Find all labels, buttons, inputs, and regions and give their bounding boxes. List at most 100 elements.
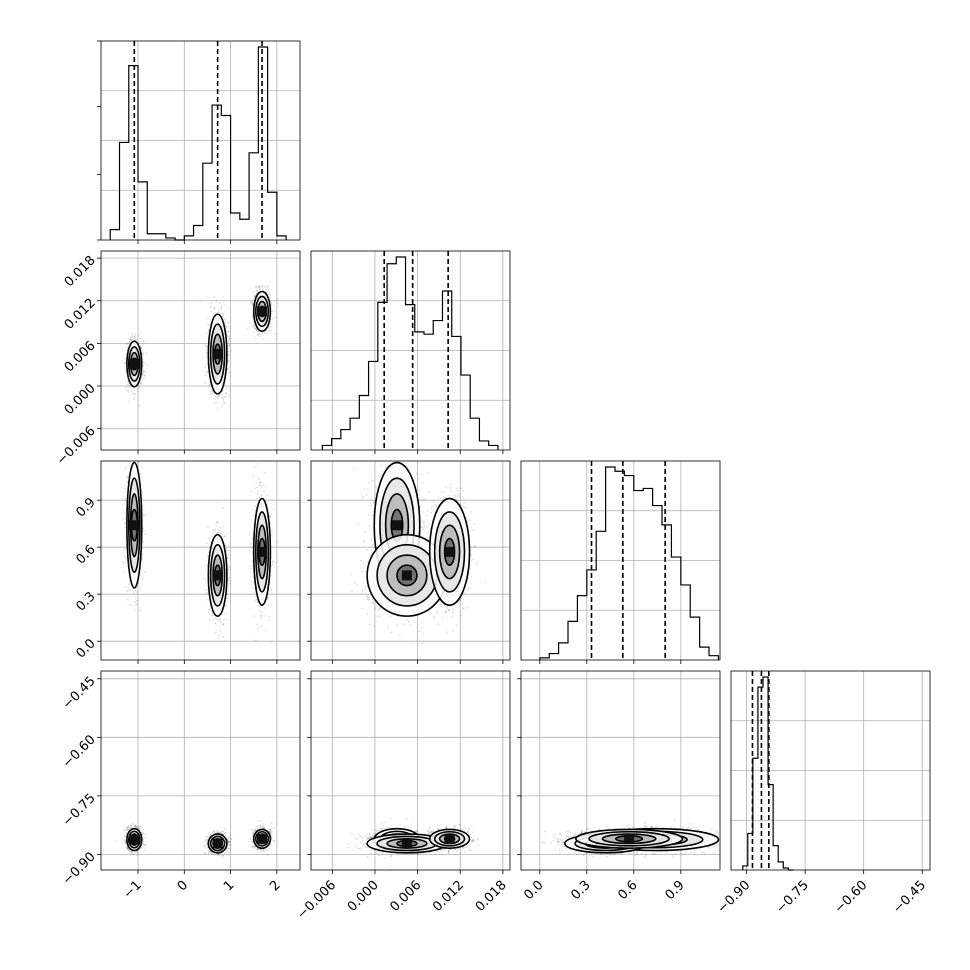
sample-point — [141, 577, 144, 580]
sample-point — [211, 390, 214, 393]
sample-point — [145, 363, 148, 366]
sample-point — [224, 544, 227, 546]
sample-point — [221, 312, 224, 315]
sample-point — [266, 598, 269, 601]
sample-point — [258, 606, 261, 609]
sample-point — [217, 394, 220, 397]
histogram-0 — [109, 46, 287, 241]
sample-point — [269, 323, 272, 326]
panel-2-0 — [97, 458, 301, 664]
sample-point — [123, 522, 126, 524]
sample-point — [253, 330, 256, 333]
sample-point — [254, 639, 257, 642]
sample-point — [124, 526, 127, 529]
sample-point — [228, 338, 231, 341]
sample-point — [206, 332, 209, 335]
sample-point — [129, 458, 131, 460]
sample-point — [270, 326, 273, 328]
sample-point — [214, 631, 217, 634]
sample-point — [219, 618, 222, 621]
sample-point — [218, 311, 221, 314]
sample-point — [269, 329, 271, 332]
sample-point — [276, 297, 279, 300]
sample-point — [256, 476, 259, 479]
sample-point — [268, 616, 271, 618]
sample-point — [141, 354, 144, 356]
sample-point — [130, 339, 133, 342]
sample-point — [141, 553, 144, 556]
sample-point — [269, 295, 271, 298]
sample-point — [227, 565, 230, 568]
sample-point — [221, 623, 224, 626]
sample-point — [137, 334, 140, 337]
sample-point — [259, 285, 261, 288]
sample-point — [222, 398, 225, 401]
sample-point — [130, 390, 133, 393]
sample-point — [124, 555, 126, 558]
sample-point — [131, 335, 134, 338]
sample-point — [215, 524, 218, 527]
sample-point — [224, 322, 227, 325]
sample-point — [225, 395, 227, 398]
sample-point — [133, 392, 136, 395]
sample-point — [211, 615, 214, 617]
sample-point — [207, 525, 209, 528]
sample-point — [267, 284, 270, 287]
sample-point — [224, 385, 227, 387]
sample-point — [132, 338, 134, 341]
sample-point — [218, 526, 221, 529]
sample-point — [258, 287, 261, 290]
sample-point — [265, 330, 268, 333]
sample-point — [206, 317, 209, 320]
sample-point — [261, 494, 263, 497]
sample-point — [216, 532, 219, 535]
sample-point — [212, 614, 215, 617]
sample-point — [250, 302, 253, 305]
sample-point — [142, 361, 145, 364]
sample-point — [261, 287, 264, 290]
sample-point — [143, 374, 146, 377]
sample-point — [226, 597, 228, 600]
sample-point — [140, 347, 143, 350]
sample-point — [266, 332, 268, 334]
sample-point — [123, 362, 126, 365]
sample-point — [212, 618, 215, 621]
sample-point — [208, 608, 211, 610]
sample-point — [137, 458, 139, 460]
sample-point — [217, 637, 220, 639]
sample-point — [260, 286, 263, 288]
sample-point — [225, 325, 228, 328]
sample-point — [133, 458, 135, 460]
sample-point — [228, 338, 231, 341]
sample-point — [205, 598, 208, 601]
sample-point — [222, 535, 225, 538]
sample-point — [142, 378, 145, 380]
sample-point — [136, 586, 138, 589]
sample-point — [219, 620, 222, 622]
sample-point — [228, 337, 231, 339]
sample-point — [124, 497, 126, 500]
sample-point — [218, 395, 220, 397]
sample-point — [222, 400, 225, 402]
sample-point — [272, 508, 275, 511]
sample-point — [270, 304, 273, 306]
sample-point — [253, 294, 256, 296]
sample-point — [135, 603, 138, 606]
sample-point — [205, 374, 207, 377]
sample-point — [206, 563, 208, 566]
sample-point — [210, 306, 212, 309]
sample-point — [256, 601, 259, 603]
sample-point — [136, 599, 139, 602]
sample-point — [255, 329, 258, 332]
sample-point — [264, 607, 266, 609]
sample-point — [223, 303, 226, 306]
sample-point — [220, 533, 223, 536]
sample-point — [132, 336, 135, 339]
sample-point — [227, 340, 230, 343]
sample-point — [214, 312, 217, 315]
sample-point — [227, 394, 230, 396]
sample-point — [134, 604, 137, 606]
sample-point — [206, 345, 208, 348]
sample-point — [251, 324, 254, 327]
sample-point — [131, 393, 134, 396]
